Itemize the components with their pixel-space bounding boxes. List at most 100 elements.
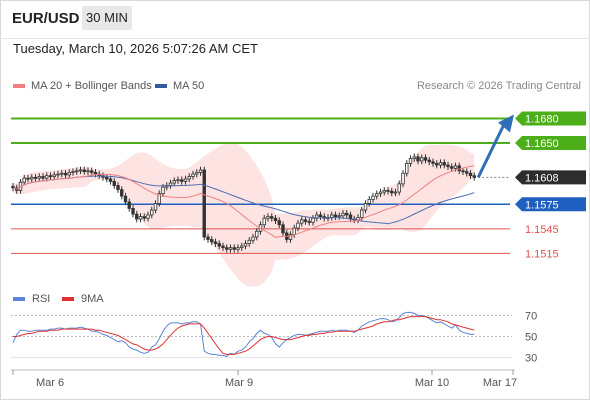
forecast-arrow-icon [498,114,514,133]
candle-body [225,247,229,250]
time-tick-label: Mar 6 [36,377,64,389]
candle-body [442,162,446,166]
candle-body [300,219,304,224]
level-label-resistance: 1.1650 [525,138,559,150]
candle-body [228,247,233,250]
candle-body [187,176,191,180]
candle-body [90,170,94,173]
candle-body [401,172,405,185]
candle-body [131,207,135,215]
legend-ma20: MA 20 + Bollinger Bands [13,80,152,92]
candle-body [255,230,259,238]
candle-body [157,193,161,204]
time-tick-label: Mar 9 [225,377,253,389]
candle-body [438,162,443,166]
candle-body [262,217,266,226]
candle-body [465,171,469,174]
candle-body [330,214,334,218]
time-tick-label: Mar 10 [415,377,449,389]
rsi-line [12,311,475,357]
candle-body [341,212,345,217]
candle-body [348,214,353,220]
candle-body [450,166,454,169]
candle-body [337,215,341,218]
candle-body [123,195,128,203]
candle-body [397,183,401,193]
candle-body [180,179,184,182]
candle-body [311,217,315,223]
candle-body [202,169,206,238]
candle-body [288,234,293,240]
candle-body [60,172,64,175]
candle-body [371,195,375,200]
candle-body [375,193,379,197]
forecast-arrow-shaft [476,123,506,178]
candle-body [435,163,439,166]
candle-body [472,175,476,178]
candle-body [48,175,53,178]
candle-body [210,239,214,243]
rsi-legend-label: RSI [32,293,50,305]
candle-body [446,164,450,168]
level-label-support: 1.1515 [525,248,559,260]
candle-body [236,247,240,250]
candle-body [206,236,210,240]
timeframe-button[interactable]: 30 MIN [82,6,132,30]
candle-body [138,216,143,220]
candle-body [67,172,71,176]
candle-body [142,216,146,219]
rsi-tick-label: 70 [525,311,537,323]
candle-body [52,174,56,177]
candle-body [390,190,394,194]
candle-body [153,203,158,211]
candle-body [172,180,176,184]
candle-body [168,182,173,186]
candle-body [161,186,165,195]
candle-body [296,222,300,229]
candle-body [86,170,90,173]
candle-body [423,157,428,161]
candle-body [63,172,68,176]
legend-ma20-label: MA 20 + Bollinger Bands [31,80,152,92]
level-tag-resistance [515,111,586,126]
candle-body [112,181,116,186]
legend-ma50: MA 50 [155,80,204,92]
candle-body [360,209,364,218]
rsi-ma-swatch-icon [62,297,74,301]
copyright: Research © 2026 Trading Central [416,80,581,92]
candle-body [195,172,199,175]
candle-body [453,165,458,169]
time-tick-label: Mar 17 [483,377,517,389]
candle-body [105,176,109,180]
ma50-line [12,175,475,225]
level-label-pivot: 1.1575 [525,199,559,211]
candle-body [108,178,113,182]
level-label-current: 1.1608 [525,172,559,184]
candle-body [318,214,323,217]
candle-body [75,170,79,173]
candle-body [420,157,424,162]
candle-body [315,214,319,219]
ma50-swatch-icon [155,84,167,89]
candle-body [303,219,308,222]
candle-body [37,176,41,179]
level-tag-pivot [515,197,586,212]
level-tag-current [515,170,586,185]
candle-body [412,156,416,159]
candle-body [135,213,139,220]
rsi-tick-label: 50 [525,332,537,344]
candle-body [22,177,26,183]
candle-body [221,245,225,249]
candle-body [116,185,120,190]
candle-body [217,243,221,247]
candle-body [120,189,124,197]
candle-body [270,216,274,219]
candle-body [56,173,60,176]
candle-body [41,176,45,179]
candle-body [461,170,465,173]
rsi-ma-legend-label: 9MA [81,293,104,305]
candle-body [213,241,218,244]
candle-body [345,212,349,216]
candle-body [232,247,236,250]
